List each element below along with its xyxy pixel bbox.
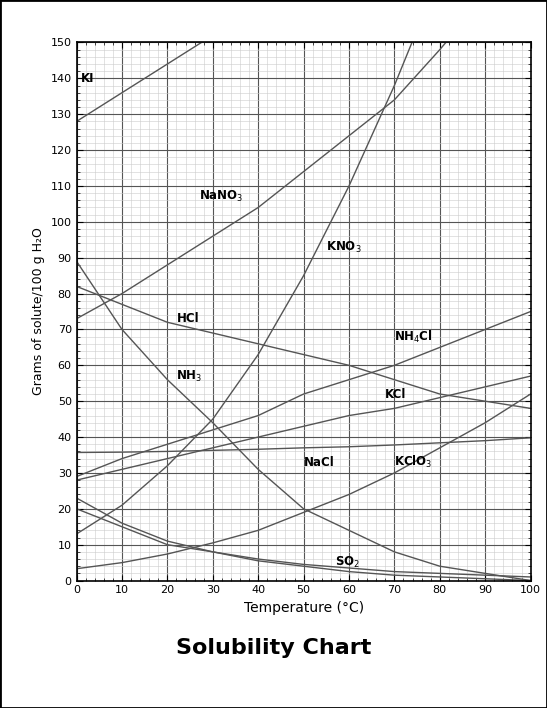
Text: NH$_4$Cl: NH$_4$Cl: [394, 329, 433, 345]
Text: Solubility Chart: Solubility Chart: [176, 638, 371, 658]
Text: KCl: KCl: [385, 387, 406, 401]
Text: KI: KI: [81, 72, 95, 85]
Text: KClO$_3$: KClO$_3$: [394, 454, 433, 470]
Text: KNO$_3$: KNO$_3$: [326, 239, 362, 254]
Text: SO$_2$: SO$_2$: [335, 555, 360, 570]
Text: NaNO$_3$: NaNO$_3$: [199, 189, 243, 205]
Y-axis label: Grams of solute/100 g H₂O: Grams of solute/100 g H₂O: [32, 227, 45, 396]
Text: HCl: HCl: [177, 312, 199, 325]
Text: NaCl: NaCl: [304, 456, 334, 469]
Text: NH$_3$: NH$_3$: [177, 369, 202, 384]
X-axis label: Temperature (°C): Temperature (°C): [243, 601, 364, 615]
